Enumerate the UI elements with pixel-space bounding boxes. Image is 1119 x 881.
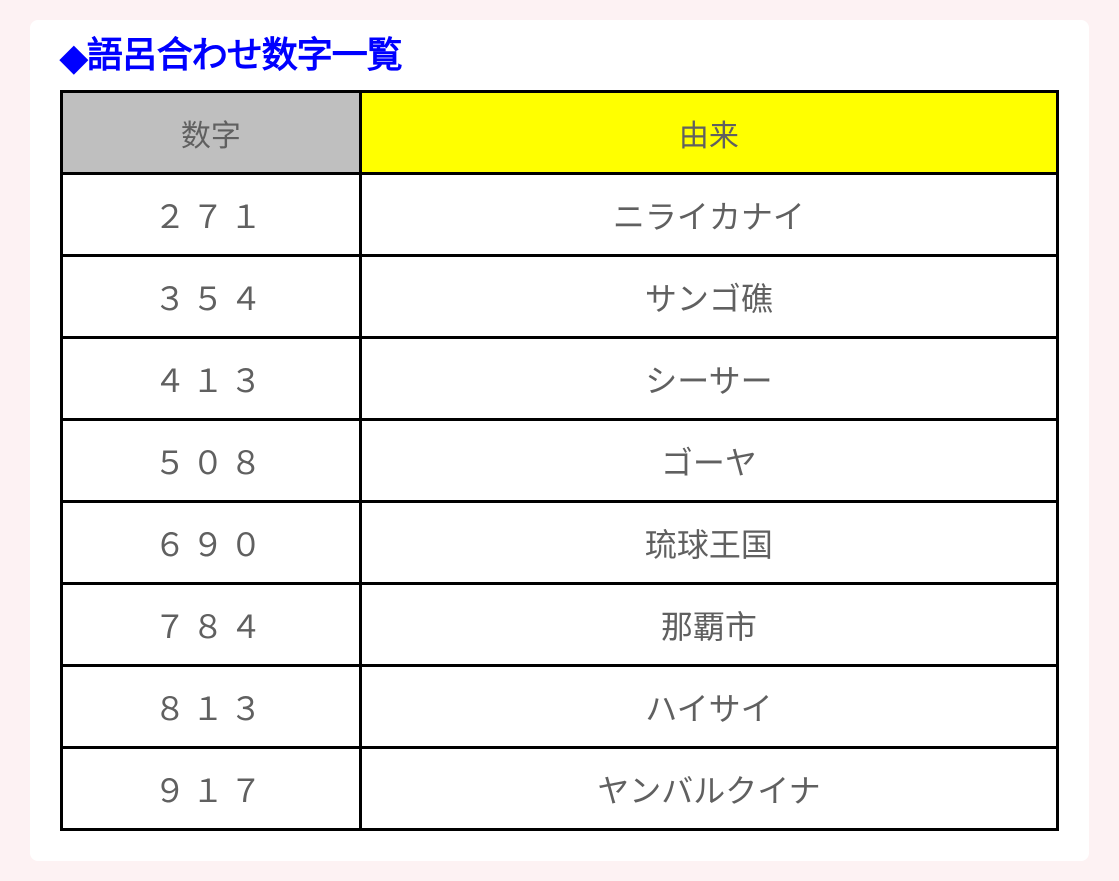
page-title: ◆語呂合わせ数字一覧 (60, 20, 1059, 90)
cell-origin: ハイサイ (360, 666, 1057, 748)
table-row: ２７１ ニライカナイ (62, 174, 1058, 256)
cell-origin: ニライカナイ (360, 174, 1057, 256)
cell-number: ５０８ (62, 420, 361, 502)
table-row: ７８４ 那覇市 (62, 584, 1058, 666)
cell-number: ２７１ (62, 174, 361, 256)
table-row: ５０８ ゴーヤ (62, 420, 1058, 502)
table-row: ６９０ 琉球王国 (62, 502, 1058, 584)
header-origin: 由来 (360, 92, 1057, 174)
cell-origin: 那覇市 (360, 584, 1057, 666)
cell-origin: 琉球王国 (360, 502, 1057, 584)
cell-origin: サンゴ礁 (360, 256, 1057, 338)
header-number: 数字 (62, 92, 361, 174)
cell-number: ４１３ (62, 338, 361, 420)
table-row: ４１３ シーサー (62, 338, 1058, 420)
table-header-row: 数字 由来 (62, 92, 1058, 174)
title-diamond-icon: ◆ (60, 36, 87, 77)
title-text: 語呂合わせ数字一覧 (87, 34, 402, 75)
cell-origin: ゴーヤ (360, 420, 1057, 502)
cell-number: ７８４ (62, 584, 361, 666)
cell-number: ６９０ (62, 502, 361, 584)
goroawase-table: 数字 由来 ２７１ ニライカナイ ３５４ サンゴ礁 ４１３ シーサー ５０８ ゴ… (60, 90, 1059, 831)
table-row: ８１３ ハイサイ (62, 666, 1058, 748)
content-card: ◆語呂合わせ数字一覧 数字 由来 ２７１ ニライカナイ ３５４ サンゴ礁 ４１３… (30, 20, 1089, 861)
cell-number: ８１３ (62, 666, 361, 748)
table-row: ３５４ サンゴ礁 (62, 256, 1058, 338)
cell-number: ３５４ (62, 256, 361, 338)
cell-number: ９１７ (62, 748, 361, 830)
table-row: ９１７ ヤンバルクイナ (62, 748, 1058, 830)
cell-origin: シーサー (360, 338, 1057, 420)
cell-origin: ヤンバルクイナ (360, 748, 1057, 830)
